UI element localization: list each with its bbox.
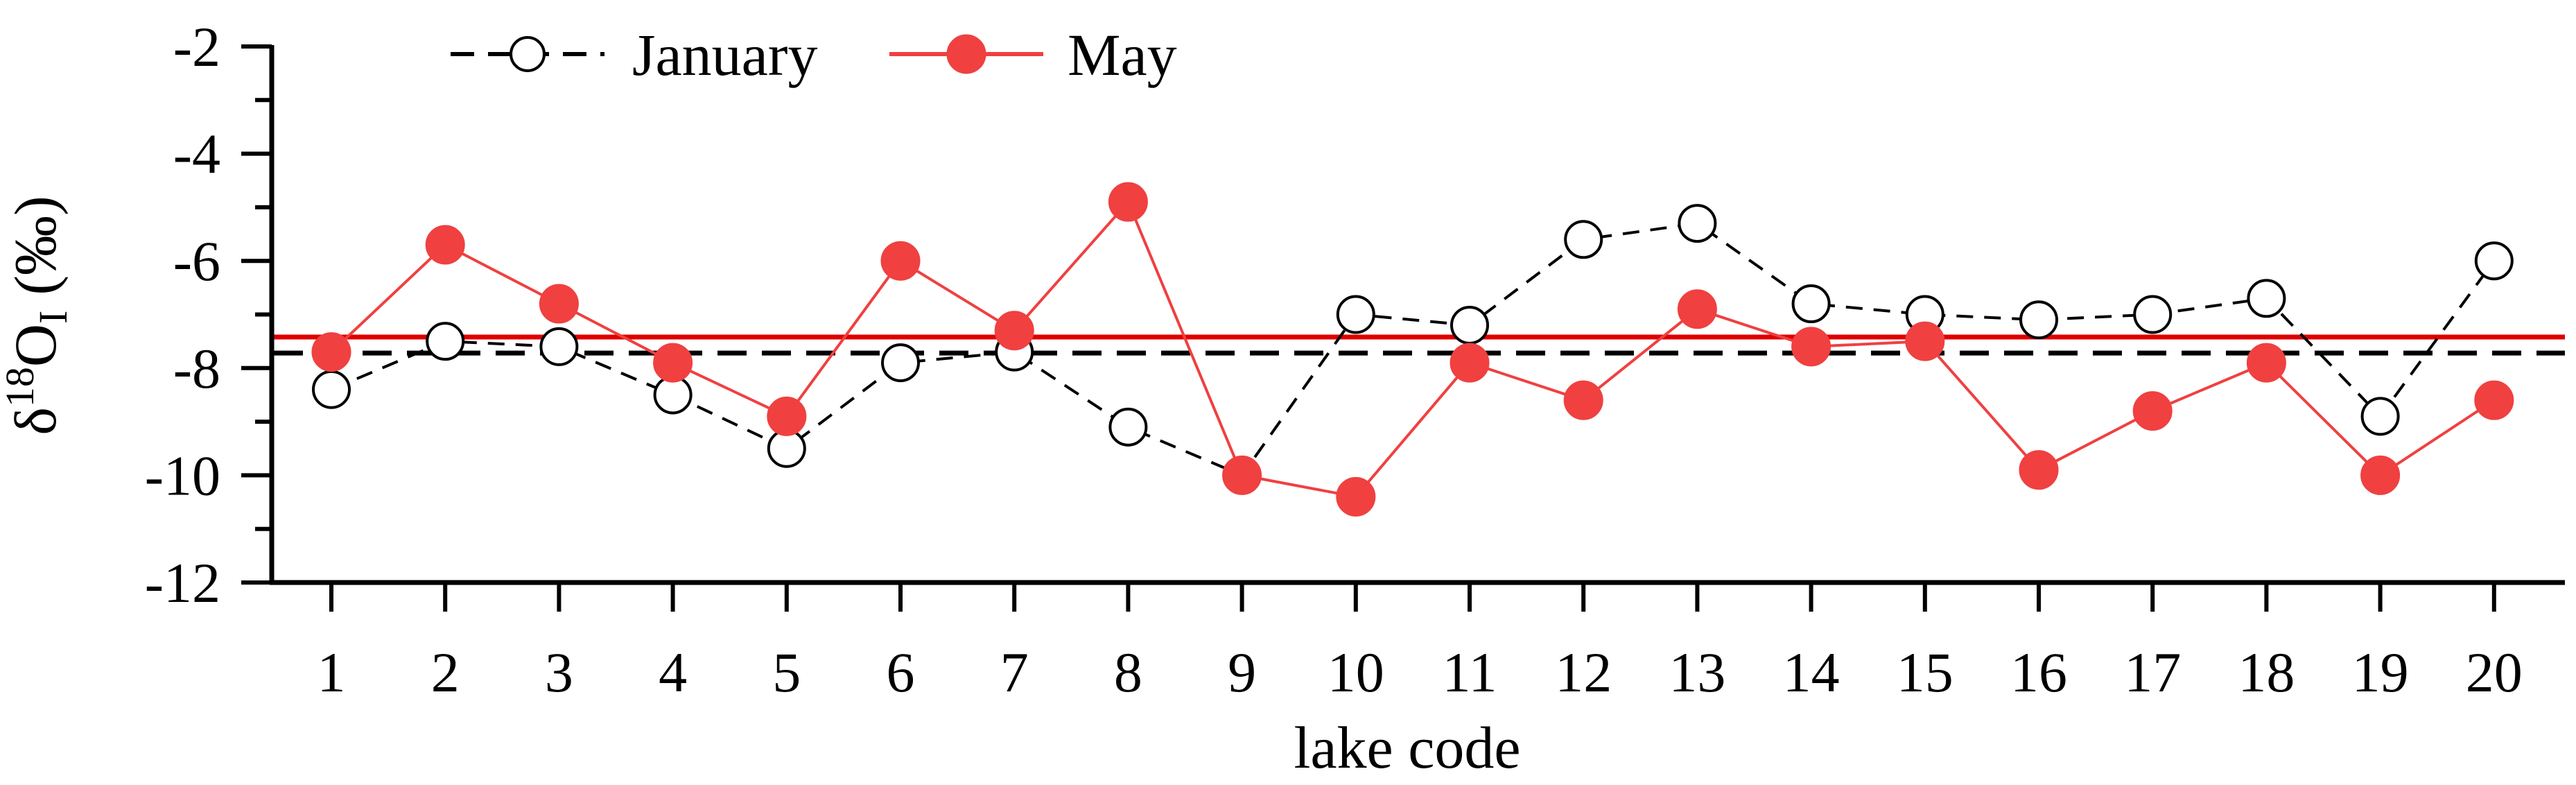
data-point-may [2132,391,2173,431]
x-tick-label: 10 [1328,641,1384,704]
x-tick-label: 5 [772,641,801,704]
y-axis-title: δ18OI (‰) [0,196,76,435]
legend-may-label: May [1068,21,1177,88]
x-tick-label: 3 [545,641,573,704]
y-ticks: -12 -10 -8 -6 -4 -2 [145,15,272,614]
y-tick-label: -2 [173,15,220,78]
data-point-january [2247,279,2286,318]
y-title-unit: (‰) [2,196,69,295]
x-tick-label: 19 [2352,641,2409,704]
x-tick-label: 18 [2238,641,2295,704]
x-tick-label: 7 [1000,641,1029,704]
data-point-may [2360,455,2401,495]
y-title-subscript: I [31,311,76,324]
x-tick-label: 2 [431,641,460,704]
x-tick-label: 20 [2466,641,2523,704]
x-tick-label: 6 [887,641,915,704]
legend-may-marker [946,34,986,74]
data-point-may [653,343,693,383]
x-tick-label: 13 [1669,641,1725,704]
y-tick-label: -8 [173,337,220,400]
data-point-january [1791,284,1831,324]
axes-layer [269,45,2565,585]
mean-lines-layer [274,334,2565,356]
x-tick-label: 16 [2010,641,2067,704]
data-point-january [881,343,920,383]
data-point-january [1108,407,1148,447]
data-point-may [1222,455,1262,495]
data-point-may [311,332,351,372]
data-point-january [2133,295,2173,334]
y-title-base: O [2,324,69,367]
data-point-january [2360,397,2400,436]
series-line-january [331,222,2496,477]
data-point-january [1336,295,1375,334]
data-point-may [2246,343,2286,383]
x-ticks: 1 2 3 4 5 6 7 8 9 10 11 12 13 14 15 16 17 18 19 20 [317,583,2523,704]
data-point-may [1677,289,1717,329]
data-point-january [1678,204,1717,243]
data-point-may [1563,380,1603,420]
series-line-may [330,199,2495,499]
x-tick-label: 12 [1555,641,1612,704]
data-point-may [1791,327,1831,367]
x-tick-label: 1 [317,641,346,704]
x-tick-label: 17 [2124,641,2181,704]
legend-january-label: January [632,21,817,88]
data-point-may [994,311,1034,351]
data-point-may [1108,182,1148,222]
y-title-symbol: δ [2,407,69,435]
data-point-january [2474,241,2514,281]
y-tick-label: -4 [173,123,220,186]
x-tick-label: 9 [1228,641,1256,704]
data-point-january [2019,300,2058,340]
data-point-may [880,241,921,281]
x-tick-label: 15 [1897,641,1953,704]
x-tick-label: 8 [1114,641,1142,704]
data-point-may [1450,343,1490,383]
y-title-superscript: 18 [0,367,42,407]
x-axis-title: lake code [1294,714,1520,781]
data-point-may [1905,321,1945,361]
legend-january-marker [510,36,546,72]
data-point-january [312,370,351,409]
data-point-january [1450,305,1489,345]
x-tick-label: 14 [1783,641,1840,704]
y-tick-label: -10 [145,444,220,507]
data-point-may [2019,450,2059,490]
data-point-january [426,322,465,361]
y-tick-label: -12 [145,551,220,614]
data-point-may [425,225,465,265]
legend: January May [451,21,1177,88]
data-point-may [539,284,579,324]
y-tick-label: -6 [173,230,220,293]
data-point-may [2474,380,2514,420]
x-tick-label: 11 [1443,641,1497,704]
x-tick-label: 4 [659,641,687,704]
data-point-may [1336,476,1376,517]
data-point-may [767,396,807,436]
series-layer [311,182,2514,517]
data-point-january [539,327,579,366]
data-point-january [1564,220,1603,259]
